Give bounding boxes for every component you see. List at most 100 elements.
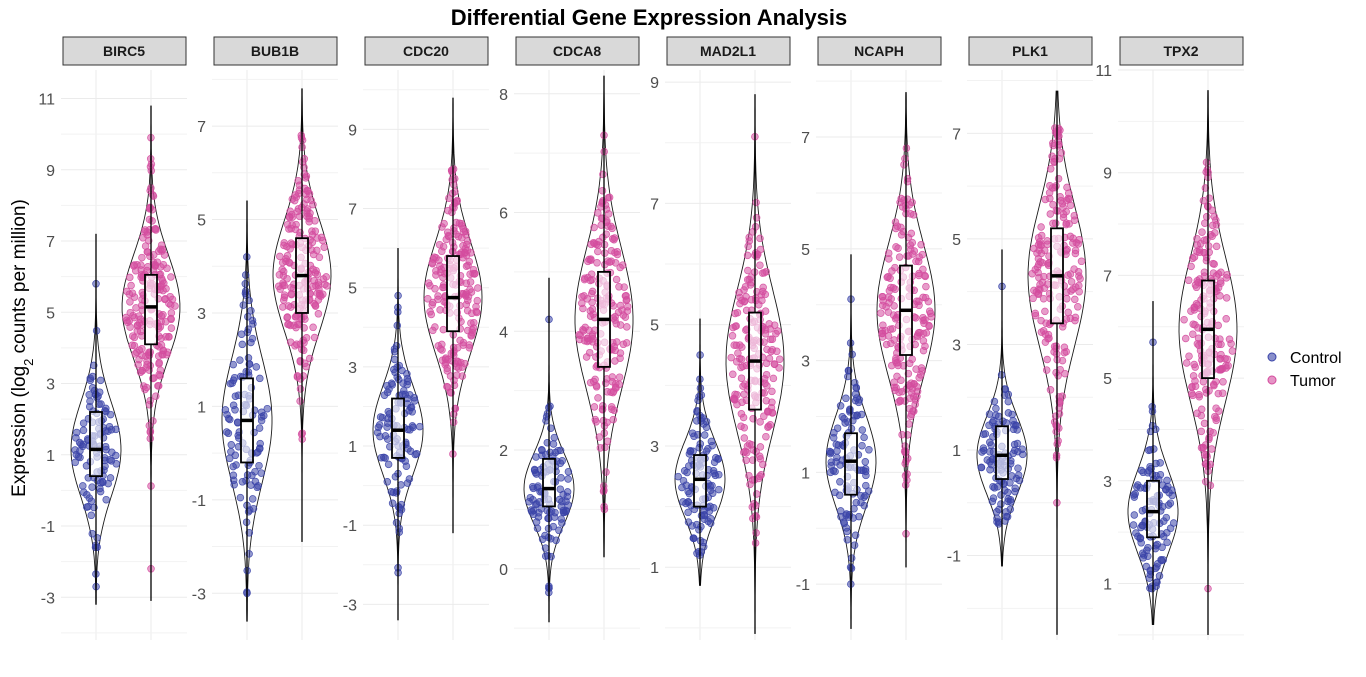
control-data-point — [531, 500, 540, 509]
tumor-data-point — [1182, 359, 1191, 367]
control-data-point — [836, 402, 845, 410]
control-data-point — [257, 413, 266, 421]
tumor-data-point — [286, 321, 295, 330]
tumor-data-point — [879, 321, 887, 329]
tumor-data-point — [730, 341, 738, 349]
tumor-data-point — [1064, 271, 1072, 279]
tumor-data-point — [922, 282, 930, 291]
control-data-point — [985, 410, 994, 418]
tumor-data-point — [615, 380, 623, 389]
tumor-data-point — [1198, 228, 1206, 236]
tumor-data-point — [616, 301, 625, 310]
y-tick-label: 7 — [348, 202, 357, 219]
tumor-data-point — [136, 368, 145, 376]
tumor-data-point — [426, 308, 434, 316]
control-data-point — [700, 511, 709, 520]
tumor-data-point — [1064, 308, 1072, 317]
tumor-data-point — [426, 281, 434, 290]
tumor-data-point — [424, 295, 432, 303]
control-data-point — [393, 373, 401, 381]
tumor-data-point — [303, 207, 311, 215]
tumor-data-point — [129, 311, 137, 320]
tumor-data-point — [452, 218, 461, 227]
tumor-data-point — [1200, 419, 1209, 428]
tumor-data-point — [474, 284, 482, 292]
control-data-point — [83, 503, 91, 511]
control-data-point — [383, 423, 391, 431]
y-tick-label: -3 — [343, 597, 357, 614]
control-data-point — [1158, 543, 1166, 552]
y-tick-label: 3 — [348, 360, 357, 377]
tumor-data-point — [283, 274, 291, 283]
tumor-data-point — [445, 194, 453, 202]
control-data-point — [993, 482, 1002, 491]
tumor-data-point — [298, 158, 307, 166]
tumor-data-point — [745, 233, 753, 242]
tumor-data-point — [731, 322, 740, 331]
control-data-point — [247, 338, 255, 347]
y-tick-label: -1 — [796, 577, 810, 594]
control-data-point — [852, 394, 861, 402]
control-data-point — [858, 441, 866, 450]
control-data-point — [843, 535, 852, 544]
tumor-data-point — [897, 376, 905, 384]
tumor-data-point — [1212, 242, 1221, 251]
tumor-data-point — [910, 407, 918, 415]
tumor-data-point — [740, 448, 748, 457]
tumor-data-point — [761, 330, 770, 338]
control-data-point — [1004, 409, 1013, 417]
control-data-point — [995, 505, 1003, 514]
tumor-data-point — [1187, 262, 1195, 271]
control-data-point — [842, 511, 850, 520]
control-data-point — [241, 271, 250, 279]
tumor-data-point — [742, 456, 750, 465]
tumor-data-point — [882, 303, 890, 311]
tumor-data-point — [311, 217, 319, 225]
control-data-point — [407, 403, 416, 412]
tumor-data-point — [132, 304, 140, 312]
control-data-point — [1009, 417, 1017, 425]
control-data-point — [1014, 447, 1022, 456]
control-data-point — [256, 374, 264, 383]
control-data-point — [392, 518, 401, 527]
control-data-point — [988, 455, 997, 463]
tumor-data-point — [748, 503, 757, 511]
tumor-data-point — [589, 238, 598, 247]
tumor-data-point — [611, 248, 619, 257]
control-data-point — [1014, 464, 1022, 472]
control-data-point — [85, 391, 93, 399]
facet-strip — [62, 36, 187, 66]
tumor-data-point — [1043, 240, 1052, 249]
control-box — [844, 432, 858, 496]
control-data-point — [715, 485, 723, 494]
control-data-point — [861, 458, 870, 466]
tumor-data-point — [296, 385, 305, 393]
facet-birc5: BIRC5 -3 -1 1 3 5 7 9 11 — [38, 36, 187, 640]
tumor-data-point — [1035, 285, 1043, 293]
tumor-data-point — [1071, 295, 1079, 304]
tumor-data-point — [609, 415, 617, 424]
tumor-data-point — [319, 290, 327, 298]
control-data-point — [841, 419, 849, 427]
tumor-data-point — [735, 288, 743, 297]
tumor-data-point — [749, 446, 758, 454]
tumor-data-point — [908, 355, 916, 363]
tumor-data-point — [1222, 294, 1231, 302]
tumor-data-point — [623, 323, 631, 331]
facet-panels: BIRC5-3-11357911BUB1B-3-11357CDC20-3-113… — [38, 36, 1244, 640]
control-data-point — [236, 356, 244, 364]
control-data-point — [1138, 521, 1146, 530]
control-data-point — [95, 400, 103, 408]
control-data-point — [1161, 485, 1170, 494]
tumor-data-point — [126, 298, 134, 306]
tumor-data-point — [891, 386, 899, 395]
tumor-data-point — [1200, 236, 1209, 245]
control-data-point — [231, 392, 240, 400]
tumor-data-point — [287, 290, 296, 299]
control-data-point — [838, 413, 847, 421]
control-data-point — [374, 423, 383, 432]
control-data-point — [842, 394, 850, 403]
tumor-data-point — [155, 247, 163, 256]
tumor-data-point — [897, 231, 906, 239]
tumor-data-point — [756, 418, 764, 426]
